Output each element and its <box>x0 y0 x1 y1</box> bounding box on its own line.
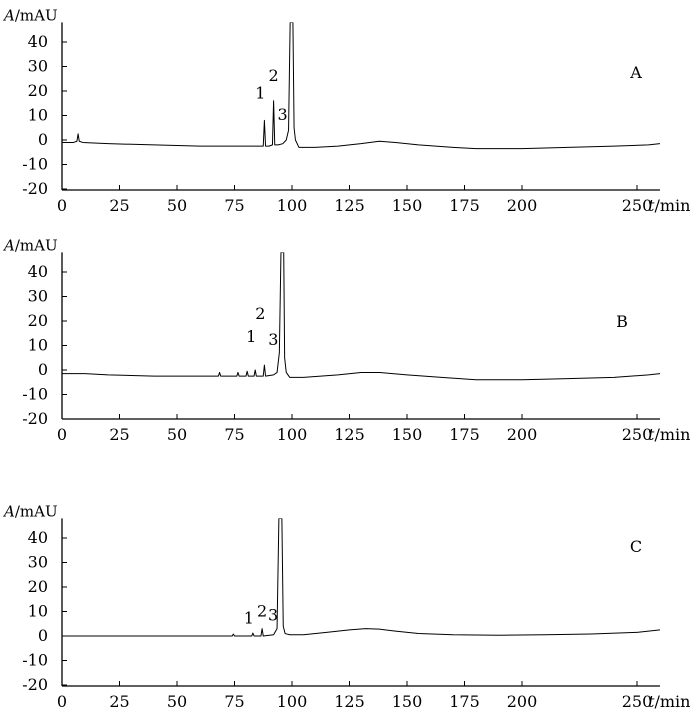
x-tick-label: 100 <box>277 196 308 215</box>
panel-b: -20 -10 0 10 20 30 40 0 25 50 75 100 125 150 175 200 250… <box>2 236 690 444</box>
x-tick-label: 175 <box>449 692 480 710</box>
y-tick-label: 40 <box>28 528 48 547</box>
x-tick-label: 100 <box>277 425 308 444</box>
y-tick-label: 10 <box>28 106 48 125</box>
x-axis-symbol: t <box>648 692 655 710</box>
y-tick-label: 30 <box>28 287 48 306</box>
panel-letter: C <box>630 537 642 556</box>
panel-letter: A <box>629 63 642 82</box>
peak-label-2: 2 <box>269 66 279 85</box>
x-axis-unit: /min <box>654 196 690 215</box>
panel-c: -20 -10 0 10 20 30 40 0 25 50 75 100 125 150 175 200 250… <box>2 502 690 710</box>
y-tick-label: 10 <box>28 602 48 621</box>
chromatogram-trace <box>62 518 660 637</box>
x-tick-label: 100 <box>277 692 308 710</box>
x-tick-label: 150 <box>392 692 423 710</box>
x-tick-label: 175 <box>449 196 480 215</box>
y-tick-label: 30 <box>28 553 48 572</box>
y-tick-label: 20 <box>28 311 48 330</box>
peak-label-1: 1 <box>246 327 256 346</box>
x-tick-label: 0 <box>57 692 67 710</box>
x-tick-label: 250 <box>622 425 653 444</box>
x-tick-label: 25 <box>109 692 129 710</box>
x-tick-label: 75 <box>224 196 244 215</box>
x-tick-label: 50 <box>167 196 187 215</box>
x-tick-label: 150 <box>392 425 423 444</box>
x-tick-label: 25 <box>109 196 129 215</box>
x-tick-label: 125 <box>334 692 365 710</box>
peak-label-3: 3 <box>268 606 278 625</box>
y-tick-label: 20 <box>28 81 48 100</box>
peak-label-3: 3 <box>268 330 278 349</box>
y-tick-label: 0 <box>38 626 48 645</box>
y-tick-label: -20 <box>22 179 48 198</box>
x-tick-label: 125 <box>334 425 365 444</box>
y-tick-label: 30 <box>28 57 48 76</box>
y-tick-label: -10 <box>22 385 48 404</box>
x-tick-label: 50 <box>167 692 187 710</box>
peak-label-2: 2 <box>257 602 267 621</box>
y-axis-unit: /mAU <box>15 6 58 24</box>
x-tick-label: 75 <box>224 425 244 444</box>
y-tick-label: -20 <box>22 409 48 428</box>
y-axis-symbol: A <box>2 6 15 24</box>
x-tick-label: 50 <box>167 425 187 444</box>
x-tick-label: 25 <box>109 425 129 444</box>
x-axis-label: t/min <box>648 425 690 444</box>
y-tick-label: -10 <box>22 651 48 670</box>
x-axis-unit: /min <box>654 425 690 444</box>
y-tick-label: -20 <box>22 675 48 694</box>
x-axis-symbol: t <box>648 196 655 215</box>
peak-label-2: 2 <box>255 304 265 323</box>
y-axis-symbol: A <box>2 502 15 520</box>
y-tick-label: 0 <box>38 130 48 149</box>
x-tick-label: 250 <box>622 196 653 215</box>
y-axis-label: A/mAU <box>2 6 58 24</box>
x-tick-label: 175 <box>449 425 480 444</box>
x-tick-label: 125 <box>334 196 365 215</box>
y-tick-label: -10 <box>22 155 48 174</box>
y-tick-label: 0 <box>38 360 48 379</box>
y-axis-symbol: A <box>2 236 15 254</box>
x-tick-label: 200 <box>507 692 538 710</box>
peak-label-3: 3 <box>277 105 287 124</box>
x-tick-label: 150 <box>392 196 423 215</box>
x-tick-label: 0 <box>57 196 67 215</box>
chromatogram-trace <box>62 252 660 381</box>
x-axis-label: t/min <box>648 692 690 710</box>
x-tick-label: 250 <box>622 692 653 710</box>
chromatogram-trace <box>62 22 660 150</box>
x-axis-symbol: t <box>648 425 655 444</box>
y-axis-unit: /mAU <box>15 236 58 254</box>
peak-label-1: 1 <box>244 609 254 628</box>
y-axis-unit: /mAU <box>15 502 58 520</box>
x-tick-label: 200 <box>507 425 538 444</box>
x-tick-label: 0 <box>57 425 67 444</box>
x-tick-label: 75 <box>224 692 244 710</box>
y-tick-label: 10 <box>28 336 48 355</box>
peak-label-1: 1 <box>255 83 265 102</box>
y-tick-label: 40 <box>28 32 48 51</box>
x-axis-label: t/min <box>648 196 690 215</box>
panel-letter: B <box>616 312 628 331</box>
y-tick-label: 20 <box>28 577 48 596</box>
x-axis-unit: /min <box>654 692 690 710</box>
y-tick-label: 40 <box>28 262 48 281</box>
panel-a: -20 -10 0 10 20 30 40 0 25 50 75 100 125 150 175 200 250… <box>2 6 690 215</box>
x-tick-label: 200 <box>507 196 538 215</box>
y-axis-label: A/mAU <box>2 236 58 254</box>
y-axis-label: A/mAU <box>2 502 58 520</box>
